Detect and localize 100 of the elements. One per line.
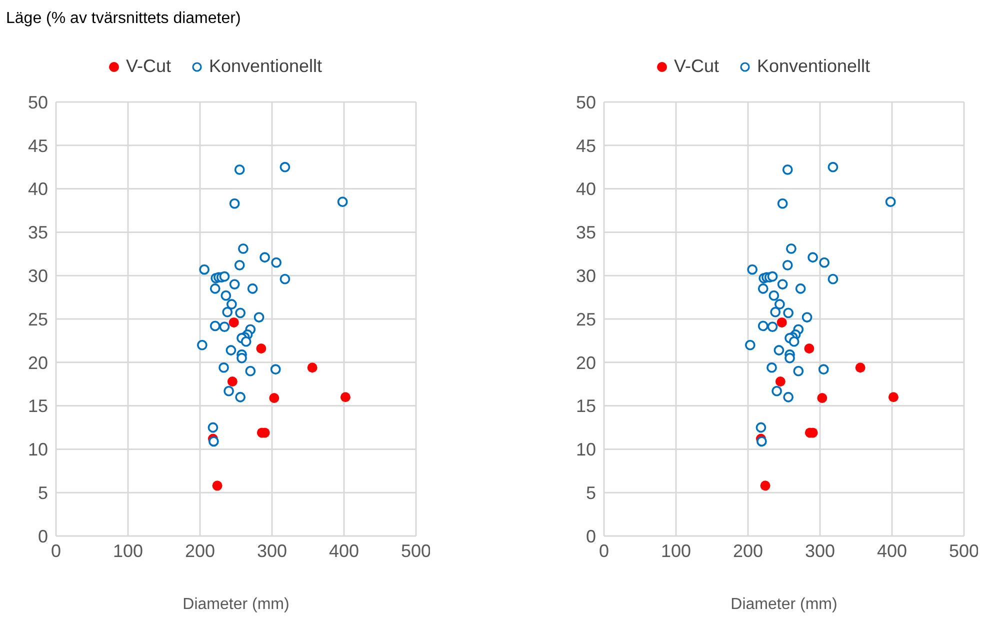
point (234, 164, 245, 175)
point (210, 283, 220, 294)
point (766, 362, 777, 373)
point (819, 257, 830, 268)
y-tick-label: 40 (576, 179, 596, 200)
point (212, 480, 222, 491)
point (254, 312, 264, 322)
point (234, 260, 245, 270)
y-tick-label: 0 (586, 526, 596, 546)
point (774, 345, 784, 356)
point (855, 362, 866, 373)
point (770, 306, 781, 318)
point (240, 336, 252, 347)
point (219, 271, 230, 282)
y-tick-label: 30 (28, 266, 48, 286)
point (196, 340, 208, 350)
y-tick-label: 45 (28, 136, 48, 156)
y-tick-label: 20 (28, 352, 48, 373)
point (775, 376, 786, 386)
point (767, 322, 778, 332)
point (226, 345, 236, 356)
point (340, 392, 350, 402)
point (280, 274, 290, 284)
point (783, 392, 794, 402)
point (758, 320, 768, 332)
x-tick-label: 500 (400, 540, 432, 561)
point (793, 366, 804, 376)
point (747, 264, 758, 275)
point (804, 344, 814, 354)
x-tick-label: 400 (876, 540, 908, 561)
point (280, 162, 290, 172)
y-tick-label: 25 (28, 309, 48, 330)
point (784, 352, 795, 364)
point (236, 352, 247, 364)
point (818, 364, 829, 375)
y-tick-label: 45 (576, 136, 596, 156)
x-tick-label: 500 (948, 540, 980, 561)
point (208, 436, 219, 447)
point (782, 260, 793, 270)
point (782, 164, 793, 175)
point (224, 386, 234, 396)
point (228, 317, 239, 328)
y-tick-label: 25 (576, 309, 596, 330)
point (337, 196, 348, 208)
point (774, 299, 785, 310)
y-tick-label: 35 (576, 222, 596, 243)
point (828, 162, 838, 172)
point (226, 299, 237, 310)
point (260, 252, 270, 263)
x-tick-label: 0 (598, 540, 610, 561)
point (758, 283, 768, 294)
y-tick-label: 50 (576, 92, 596, 112)
x-tick-label: 300 (804, 540, 836, 561)
point (828, 274, 838, 284)
x-tick-label: 0 (50, 540, 62, 561)
point (777, 198, 788, 209)
y-axis-title: Läge (% av tvärsnittets diameter) (6, 10, 241, 28)
point (269, 392, 280, 403)
point (817, 392, 828, 403)
y-tick-label: 10 (28, 440, 48, 460)
point (786, 243, 796, 254)
point (802, 312, 812, 322)
legend-label: V-Cut (126, 56, 171, 77)
point (270, 364, 281, 375)
x-tick-label: 300 (256, 540, 288, 561)
x-axis-title: Diameter (mm) (730, 596, 838, 613)
point (768, 290, 780, 301)
point (777, 279, 788, 290)
y-tick-label: 15 (28, 396, 48, 416)
x-tick-label: 100 (112, 540, 144, 561)
point (760, 480, 770, 491)
legend-label: Konventionellt (208, 56, 322, 77)
y-tick-label: 15 (576, 396, 596, 416)
point (795, 283, 806, 294)
point (220, 290, 232, 301)
y-tick-label: 0 (38, 526, 48, 546)
point (256, 344, 266, 354)
point (767, 271, 778, 282)
point (199, 264, 210, 275)
point (218, 362, 229, 373)
y-tick-label: 20 (576, 352, 596, 373)
point (307, 362, 318, 373)
y-tick-label: 30 (576, 266, 596, 286)
y-tick-label: 35 (28, 222, 48, 243)
point (229, 279, 240, 290)
point (235, 308, 246, 318)
point (229, 198, 240, 209)
point (222, 306, 233, 318)
legend-label: V-Cut (674, 56, 719, 77)
point (756, 436, 767, 447)
point (219, 322, 230, 332)
y-tick-label: 5 (586, 482, 596, 503)
y-tick-label: 10 (576, 440, 596, 460)
x-axis-title: Diameter (mm) (182, 596, 290, 613)
point (808, 252, 818, 263)
x-tick-label: 100 (660, 540, 692, 561)
point (744, 340, 756, 350)
legend-label: Konventionellt (756, 56, 870, 77)
point (788, 336, 800, 347)
point (235, 392, 246, 402)
